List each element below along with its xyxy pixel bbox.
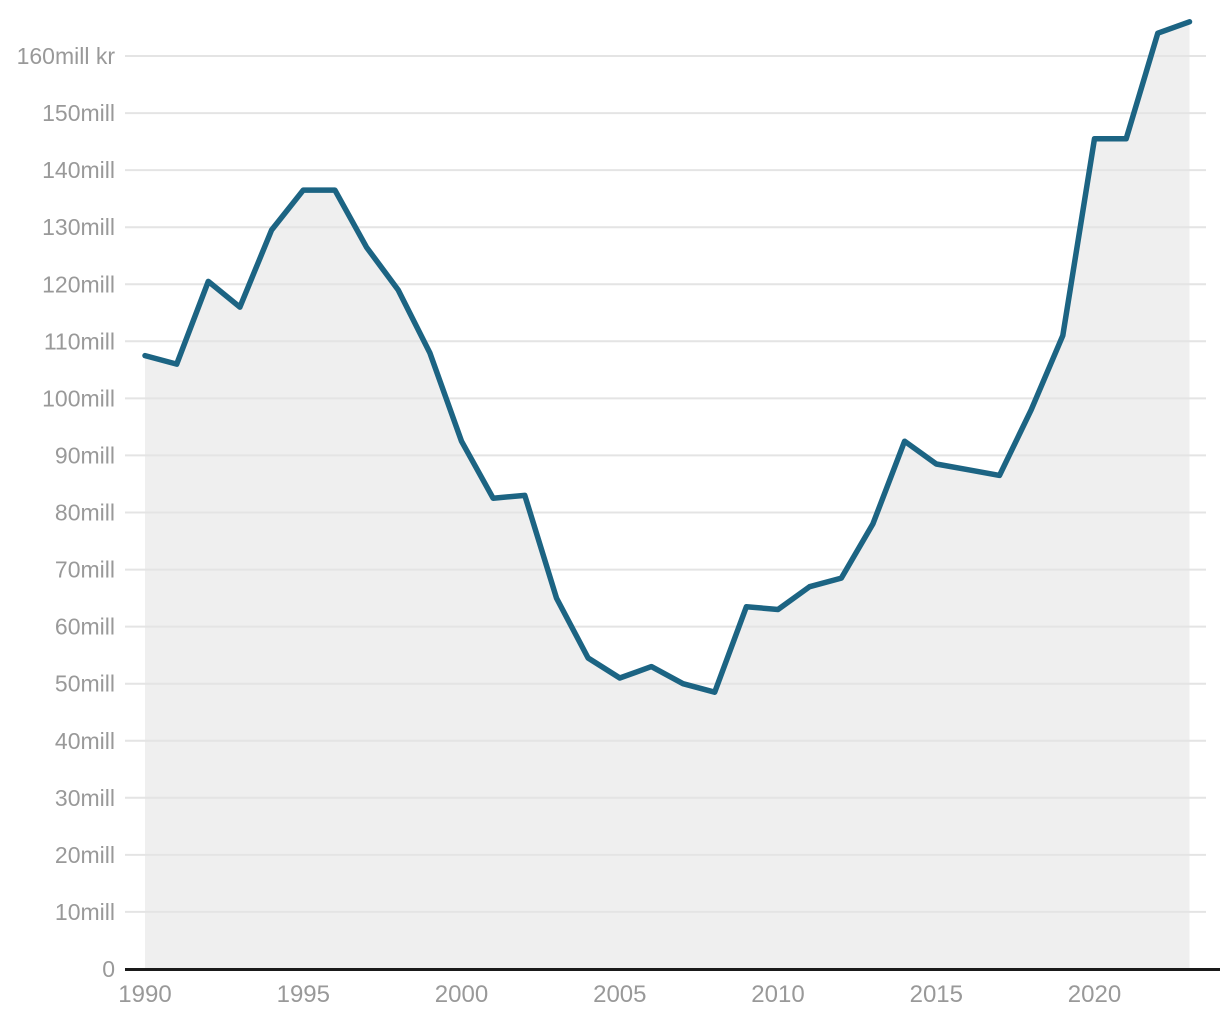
x-tick-label: 2015: [910, 981, 963, 1008]
y-tick-label: 100mill: [42, 385, 115, 411]
y-tick-label: 30mill: [55, 785, 115, 811]
y-tick-label: 60mill: [55, 614, 115, 640]
y-tick-label: 120mill: [42, 271, 115, 297]
x-tick-label: 1990: [118, 981, 171, 1008]
y-tick-label: 150mill: [42, 100, 115, 126]
y-tick-label: 110mill: [44, 328, 115, 354]
y-tick-label: 140mill: [42, 157, 115, 183]
x-tick-label: 2010: [751, 981, 804, 1008]
y-tick-label: 70mill: [55, 557, 115, 583]
y-tick-label: 0: [102, 956, 115, 982]
series-area: [145, 21, 1190, 969]
y-tick-label: 50mill: [55, 671, 115, 697]
y-tick-label: 80mill: [55, 500, 115, 526]
series-line: [142, 19, 1193, 695]
x-tick-label: 2005: [593, 981, 646, 1008]
y-tick-label: 90mill: [55, 442, 115, 468]
y-tick-label: 40mill: [55, 728, 115, 754]
y-tick-label: 160mill kr: [17, 43, 116, 69]
y-tick-label: 130mill: [42, 214, 115, 240]
x-tick-label: 2020: [1068, 981, 1121, 1008]
x-tick-label: 2000: [435, 981, 488, 1008]
x-tick-label: 1995: [277, 981, 330, 1008]
y-tick-label: 20mill: [55, 842, 115, 868]
y-tick-label: 10mill: [55, 899, 115, 925]
